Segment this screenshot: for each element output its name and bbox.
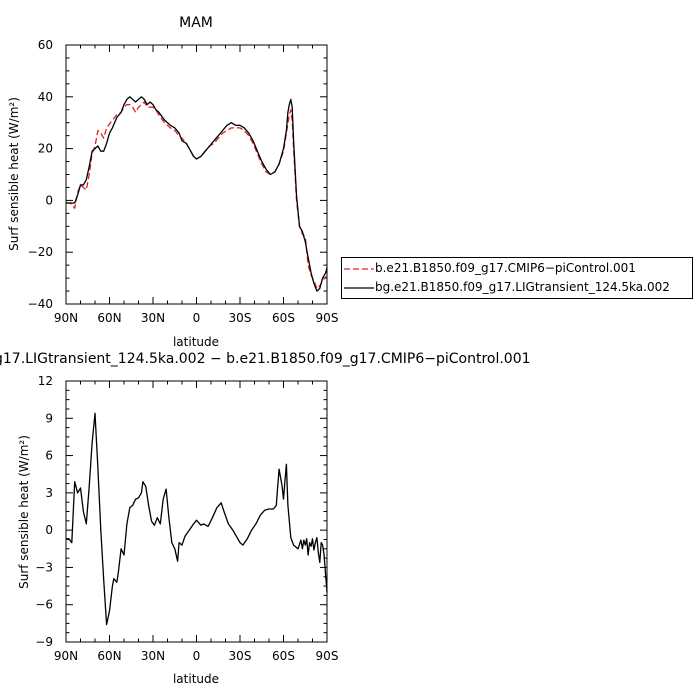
bottom-series-line-0: [66, 412, 328, 626]
legend-item-ligtransient: bg.e21.B1850.f09_g17.LIGtransient_124.5k…: [342, 278, 692, 298]
top-plot-frame: [65, 44, 328, 305]
bottom-x-tick-label: 90N: [54, 649, 78, 663]
top-series-line-0: [66, 101, 328, 290]
legend-swatch-picontrol: [344, 268, 374, 270]
legend-swatch-ligtransient: [344, 287, 374, 289]
top-x-tick-label: 90N: [54, 311, 78, 325]
top-y-tick-label: 40: [38, 90, 53, 104]
bottom-y-tick-label: 9: [45, 411, 53, 425]
top-y-tick-label: 60: [38, 38, 53, 52]
bottom-chart-title: bg.e21.B1850.f09_g17.LIGtransient_124.5k…: [0, 351, 531, 367]
bottom-y-tick-label: −9: [35, 635, 53, 649]
bottom-x-tick-label: 30N: [141, 649, 165, 663]
top-y-tick-label: −20: [28, 245, 53, 259]
top-chart: MAM 90N 60N 30N 0 30S 60S 90S 60 40 20 0 −20 −40 lat…: [7, 15, 338, 349]
top-x-tick-label: 0: [193, 311, 201, 325]
bottom-x-tick-label: 60N: [97, 649, 121, 663]
top-x-axis-label: latitude: [173, 335, 219, 349]
top-x-tick-label: 30S: [229, 311, 252, 325]
top-y-tick-label: 20: [38, 142, 53, 156]
top-y-tick-label: −40: [28, 297, 53, 311]
top-series-line-1: [66, 96, 328, 292]
bottom-y-axis-label: Surf sensible heat (W/m²): [17, 435, 31, 589]
bottom-x-tick-label: 0: [193, 649, 201, 663]
top-y-axis-label: Surf sensible heat (W/m²): [7, 97, 21, 251]
bottom-x-axis-label: latitude: [173, 672, 219, 686]
legend-label-ligtransient: bg.e21.B1850.f09_g17.LIGtransient_124.5k…: [375, 280, 670, 294]
top-chart-title: MAM: [179, 15, 213, 31]
legend-item-picontrol: b.e21.B1850.f09_g17.CMIP6−piControl.001: [342, 259, 692, 279]
top-y-tick-label: 0: [45, 193, 53, 207]
bottom-y-tick-label: 12: [38, 374, 53, 388]
bottom-x-tick-label: 90S: [316, 649, 339, 663]
legend-label-picontrol: b.e21.B1850.f09_g17.CMIP6−piControl.001: [375, 261, 636, 275]
bottom-y-tick-label: 3: [45, 486, 53, 500]
top-x-tick-label: 60S: [272, 311, 295, 325]
top-x-tick-label: 60N: [97, 311, 121, 325]
bottom-y-tick-label: 6: [45, 449, 53, 463]
bottom-x-tick-label: 30S: [229, 649, 252, 663]
bottom-x-tick-label: 60S: [272, 649, 295, 663]
bottom-y-tick-label: 0: [45, 523, 53, 537]
top-x-tick-label: 30N: [141, 311, 165, 325]
bottom-chart: bg.e21.B1850.f09_g17.LIGtransient_124.5k…: [0, 351, 531, 686]
bottom-y-tick-label: −3: [35, 560, 53, 574]
top-x-tick-label: 90S: [316, 311, 339, 325]
legend: b.e21.B1850.f09_g17.CMIP6−piControl.001 …: [341, 257, 693, 299]
bottom-y-tick-label: −6: [35, 598, 53, 612]
